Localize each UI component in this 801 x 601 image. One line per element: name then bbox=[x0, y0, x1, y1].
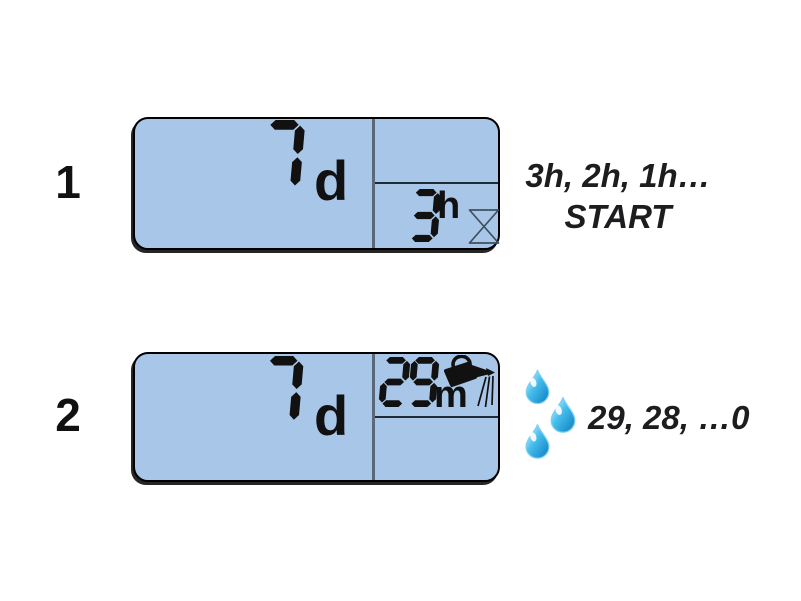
display2-days-unit-label: d bbox=[314, 384, 349, 447]
water-drop-icon bbox=[525, 424, 550, 459]
display1-days-digit bbox=[257, 120, 306, 192]
timer-display-1: d h bbox=[133, 117, 500, 250]
start-text: START bbox=[564, 197, 672, 235]
display1-horizontal-divider bbox=[375, 182, 498, 184]
timer-display-2: d m bbox=[133, 352, 500, 482]
step-2-label: 2 bbox=[55, 389, 81, 441]
display1-days-unit-label: d bbox=[314, 149, 349, 212]
display1-hours-digit bbox=[406, 189, 442, 242]
water-drop-icon bbox=[525, 369, 550, 404]
step-1-label: 1 bbox=[55, 156, 81, 208]
display1-vertical-divider bbox=[372, 119, 375, 248]
display1-hours-unit-label: h bbox=[437, 185, 461, 227]
display2-vertical-divider bbox=[372, 354, 375, 480]
water-drop-icon bbox=[550, 397, 576, 433]
step-1-caption: 3h, 2h, 1h… START bbox=[512, 156, 724, 238]
step-2-caption: 29, 28, …0 bbox=[588, 399, 750, 436]
watering-can-icon bbox=[444, 355, 495, 408]
display2-minutes-digits bbox=[377, 357, 441, 407]
countdown-hours-text: 3h, 2h, 1h… bbox=[525, 157, 711, 194]
display2-horizontal-divider bbox=[375, 416, 498, 418]
hourglass-icon bbox=[468, 209, 500, 244]
display2-days-digit bbox=[257, 356, 305, 426]
